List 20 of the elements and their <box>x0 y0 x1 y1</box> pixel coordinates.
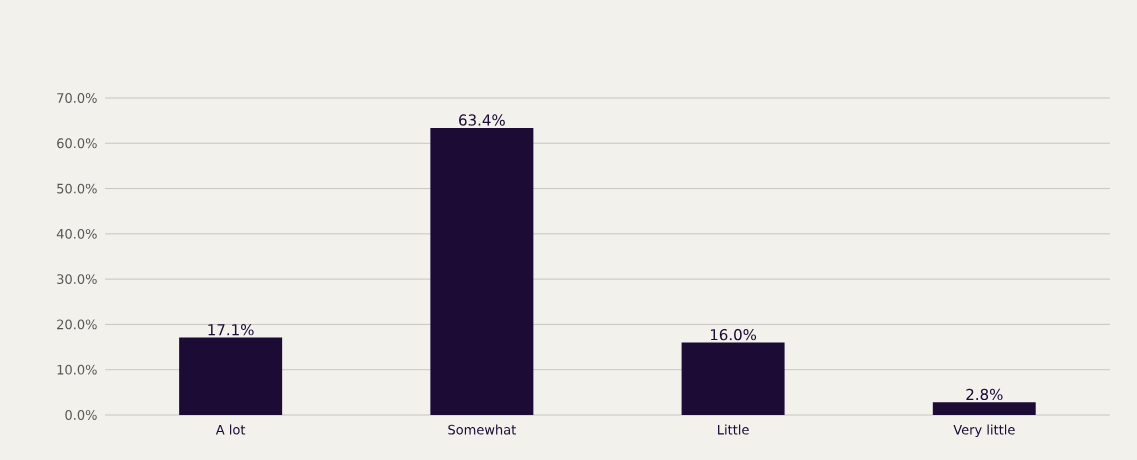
x-tick-label: Little <box>718 424 749 435</box>
y-tick-label: 40.0% <box>56 228 97 239</box>
data-label: 2.8% <box>966 388 1003 401</box>
y-tick-label: 10.0% <box>57 364 97 375</box>
y-tick-label: 30.0% <box>57 274 97 285</box>
x-tick-label: A lot <box>215 424 246 435</box>
data-label: 63.4% <box>459 114 505 126</box>
y-tick-label: 50.0% <box>57 183 97 194</box>
bar <box>681 342 785 415</box>
data-label: 16.0% <box>710 328 757 341</box>
data-label: 17.1% <box>208 324 254 336</box>
y-tick-label: 60.0% <box>57 138 97 149</box>
y-tick-label: 70.0% <box>57 93 97 103</box>
bar <box>430 127 534 415</box>
x-tick-label: Somewhat <box>448 424 516 435</box>
y-tick-label: 20.0% <box>57 319 97 330</box>
bar <box>932 402 1036 415</box>
x-tick-label: Very little <box>953 424 1015 438</box>
bar <box>179 337 283 415</box>
y-tick-label: 0.0% <box>65 410 97 420</box>
